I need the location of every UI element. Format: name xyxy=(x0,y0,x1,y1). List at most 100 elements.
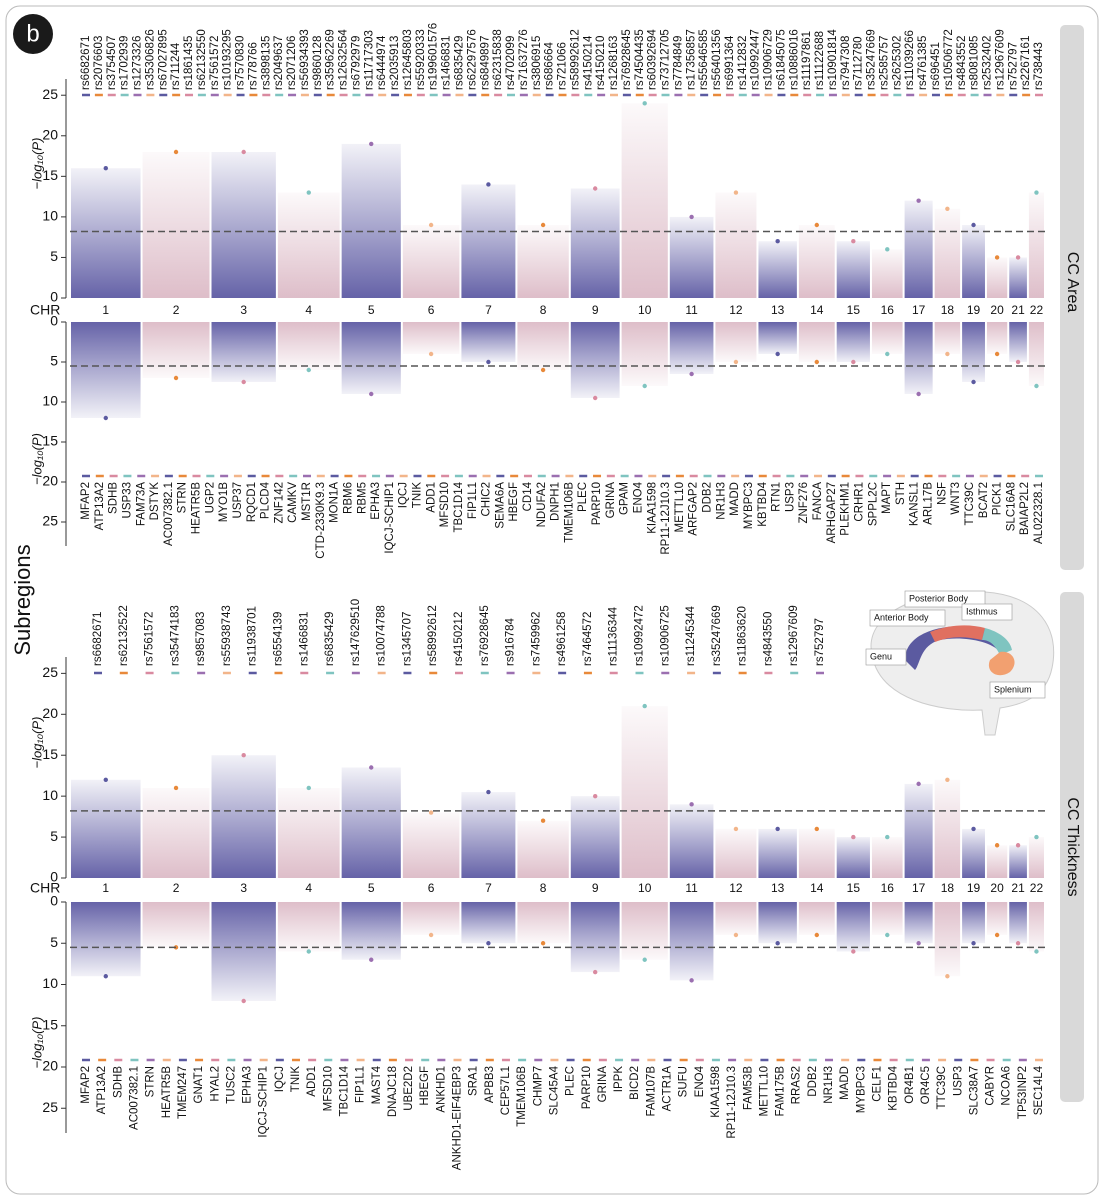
chromosome-signal xyxy=(461,322,516,362)
gene-label: STRN xyxy=(145,1066,157,1097)
chromosome-signal xyxy=(758,828,797,878)
chr-tick-label: 4 xyxy=(305,881,312,895)
peak-point xyxy=(814,932,819,938)
facet-strip xyxy=(1060,25,1084,570)
snp-label: rs6682671 xyxy=(80,36,92,90)
chromosome-signal xyxy=(570,188,620,298)
gene-label: MON1A xyxy=(329,482,341,523)
snp-label: rs9860128 xyxy=(312,36,324,90)
y-tick-label: 20 xyxy=(42,473,58,489)
chromosome-signal xyxy=(517,820,569,878)
y-tick-label: 10 xyxy=(42,787,58,803)
gene-label: RTN1 xyxy=(771,482,783,512)
chr-tick-label: 15 xyxy=(847,303,861,317)
chromosome-signal xyxy=(402,225,460,298)
snp-label: rs738443 xyxy=(1033,42,1045,90)
gene-label: USP3 xyxy=(784,482,796,512)
chromosome-signal xyxy=(341,322,401,394)
chr-tick-label: 5 xyxy=(368,303,375,317)
snp-label: rs11938701 xyxy=(247,606,259,666)
chromosome-signal xyxy=(1009,902,1027,944)
peak-point xyxy=(486,359,491,365)
snp-label: rs4150214 xyxy=(582,35,594,90)
chromosome-signal xyxy=(142,152,210,298)
snp-label: rs9857083 xyxy=(195,612,207,666)
chr-tick-label: 21 xyxy=(1011,303,1025,317)
chromosome-signal xyxy=(715,192,757,298)
gene-label: SUFU xyxy=(678,1066,690,1097)
peak-point xyxy=(851,359,856,365)
chromosome-signal xyxy=(836,241,870,298)
chromosome-signal xyxy=(211,755,276,878)
gene-label: IQCJ xyxy=(398,482,410,508)
gene-label: FIP1L1 xyxy=(355,1066,367,1103)
peak-point xyxy=(689,371,694,377)
gene-label: TNIK xyxy=(290,1066,302,1093)
peak-point xyxy=(592,395,598,401)
snp-label: rs1861435 xyxy=(183,36,195,90)
chromosome-signal xyxy=(277,192,340,298)
snp-label: rs56401356 xyxy=(711,29,723,90)
peak-point xyxy=(1015,941,1021,946)
snp-label: rs2585757 xyxy=(878,36,890,90)
gene-label: MFSD10 xyxy=(439,482,451,527)
y-tick-label: 5 xyxy=(50,934,58,950)
chromosome-signal xyxy=(341,902,401,960)
gene-label: MYBPC3 xyxy=(743,482,755,529)
facet-label: CC Area xyxy=(1064,252,1081,313)
chromosome-signal xyxy=(517,322,569,370)
chromosome-signal xyxy=(570,322,620,398)
y-axis-title: Subregions xyxy=(10,544,35,655)
peak-point xyxy=(1034,949,1039,954)
chromosome-signal xyxy=(211,152,276,298)
snp-label: rs6991364 xyxy=(724,35,736,90)
chromosome-signal xyxy=(277,787,340,878)
snp-label: rs6682671 xyxy=(92,612,104,666)
gene-label: AC007382.1 xyxy=(128,1066,140,1130)
chromosome-signal xyxy=(621,322,668,386)
snp-label: rs4702099 xyxy=(505,36,517,90)
gene-label: SDHB xyxy=(108,482,120,514)
chr-tick-label: 11 xyxy=(685,881,698,895)
snp-label: rs10193295 xyxy=(222,29,234,90)
chr-tick-label: 6 xyxy=(428,881,435,895)
peak-point xyxy=(241,998,246,1004)
gene-label: SEC14L4 xyxy=(1033,1065,1045,1115)
snp-label: rs752797 xyxy=(814,618,826,666)
peak-point xyxy=(689,214,694,220)
snp-label: rs2049637 xyxy=(273,36,285,90)
snp-label: rs721066 xyxy=(557,42,569,90)
peak-point xyxy=(814,222,819,228)
snp-label: rs17356857 xyxy=(685,29,697,90)
inset-label: Genu xyxy=(870,651,892,661)
peak-point xyxy=(775,941,780,946)
snp-label: rs1466831 xyxy=(298,612,310,666)
snp-label: rs12645803 xyxy=(402,29,414,90)
chr-tick-label: 22 xyxy=(1030,881,1044,895)
snp-label: rs12632564 xyxy=(338,29,350,90)
gene-label: TMEM106B xyxy=(563,482,575,543)
gene-label: RBM5 xyxy=(356,482,368,514)
chromosome-signal xyxy=(1009,257,1027,298)
gene-label: HYAL2 xyxy=(209,1066,221,1102)
chromosome-signal xyxy=(570,902,620,973)
chromosome-signal xyxy=(986,322,1008,354)
peak-point xyxy=(428,222,434,228)
chr-tick-label: 4 xyxy=(305,303,312,317)
chr-label: CHR xyxy=(30,880,60,896)
peak-point xyxy=(885,351,890,357)
chr-tick-label: 8 xyxy=(540,303,547,317)
gene-label: GPAM xyxy=(619,482,631,515)
gene-label: SDHB xyxy=(112,1066,124,1098)
gene-label: NR1H3 xyxy=(715,482,727,520)
snp-label: rs55938743 xyxy=(221,605,233,666)
chromosome-signal xyxy=(962,322,985,382)
y-tick-label: 5 xyxy=(50,353,58,369)
gene-label: ATP13A2 xyxy=(96,1066,108,1114)
chr-tick-label: 20 xyxy=(990,303,1004,317)
peak-point xyxy=(486,941,491,946)
peak-point xyxy=(103,415,108,421)
snp-label: rs58992612 xyxy=(427,605,439,666)
snp-label: rs2035913 xyxy=(389,36,401,90)
gene-label: TUSC2 xyxy=(225,1066,237,1104)
